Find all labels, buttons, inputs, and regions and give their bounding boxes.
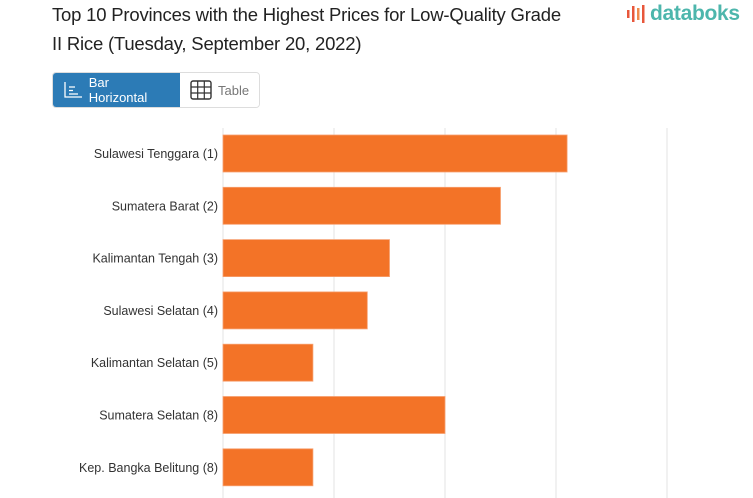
bar[interactable] — [222, 186, 501, 225]
category-label: Sulawesi Tenggara (1) — [94, 147, 218, 161]
bar-horizontal-label: Bar Horizontal — [88, 75, 148, 105]
table-grid-icon — [190, 80, 212, 100]
view-toggle: Bar Horizontal Table — [52, 72, 261, 108]
databoks-logo: databoks — [626, 2, 740, 26]
bar[interactable] — [222, 343, 314, 382]
bar-chart-horizontal-icon — [64, 82, 82, 98]
bar[interactable] — [222, 396, 446, 434]
category-label: Sumatera Selatan (8) — [99, 409, 218, 423]
category-label: Kep. Bangka Belitung (8) — [79, 461, 218, 475]
bar-horizontal-button[interactable]: Bar Horizontal — [53, 73, 180, 107]
bar[interactable] — [222, 291, 368, 330]
category-label: Kalimantan Selatan (5) — [91, 356, 218, 370]
table-button[interactable]: Table — [180, 73, 260, 107]
chart-title: Top 10 Provinces with the Highest Prices… — [52, 4, 561, 54]
category-label: Sumatera Barat (2) — [112, 199, 218, 213]
table-label: Table — [218, 82, 250, 98]
bar[interactable] — [222, 134, 568, 173]
bar[interactable] — [222, 239, 390, 278]
bar[interactable] — [222, 448, 314, 487]
logo-bars-icon — [627, 5, 645, 23]
category-label: Kalimantan Tengah (3) — [92, 252, 218, 266]
category-label: Sulawesi Selatan (4) — [103, 304, 218, 318]
logo-text: databoks — [650, 2, 740, 25]
